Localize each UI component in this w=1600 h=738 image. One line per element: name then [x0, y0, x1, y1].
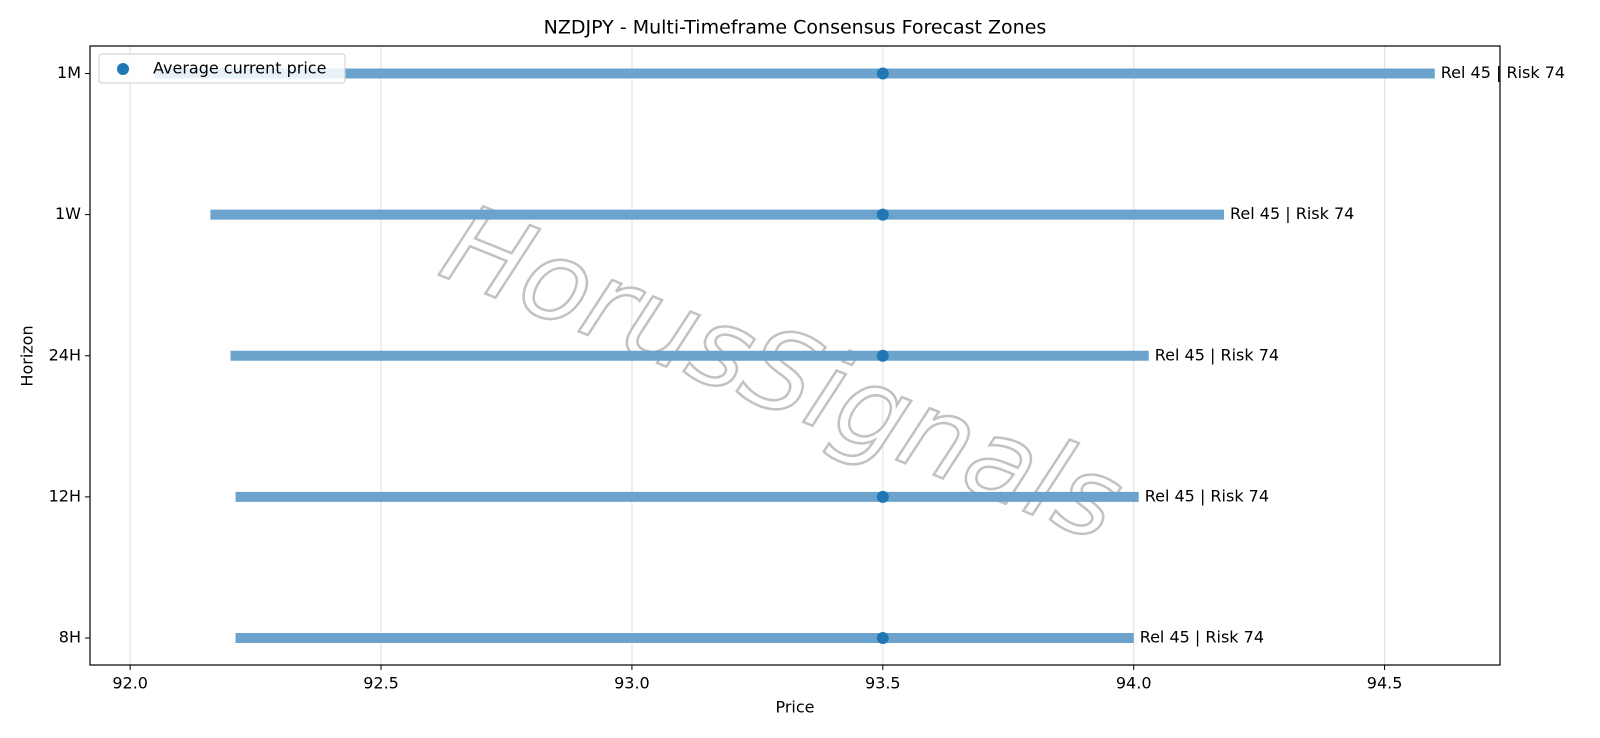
- x-tick-label: 94.5: [1367, 674, 1403, 693]
- x-tick-label: 93.0: [614, 674, 650, 693]
- x-tick-label: 94.0: [1116, 674, 1152, 693]
- range-annotation: Rel 45 | Risk 74: [1145, 486, 1269, 505]
- range-annotation: Rel 45 | Risk 74: [1155, 345, 1279, 364]
- legend-marker: [117, 63, 129, 75]
- current-price-point: [876, 67, 889, 80]
- range-annotation: Rel 45 | Risk 74: [1230, 204, 1354, 223]
- plot-frame: [89, 45, 1501, 666]
- y-tick-label: 12H: [49, 486, 81, 505]
- legend-box: [98, 53, 346, 84]
- watermark: HorusSignals: [426, 179, 1139, 566]
- y-tick-label: 1M: [57, 63, 81, 82]
- y-axis-label: Horizon: [18, 325, 37, 386]
- y-tick-label: 24H: [49, 345, 81, 364]
- x-tick-label: 92.5: [363, 674, 399, 693]
- chart-title: NZDJPY - Multi-Timeframe Consensus Forec…: [544, 17, 1047, 39]
- legend-label: Average current price: [153, 59, 326, 78]
- x-tick-label: 92.0: [112, 674, 148, 693]
- current-price-point: [876, 349, 889, 362]
- x-axis-label: Price: [775, 698, 814, 717]
- current-price-point: [876, 490, 889, 503]
- range-annotation: Rel 45 | Risk 74: [1441, 63, 1565, 82]
- y-tick-label: 8H: [59, 628, 81, 647]
- x-tick-label: 93.5: [865, 674, 901, 693]
- current-price-point: [876, 632, 889, 644]
- current-price-point: [876, 208, 889, 221]
- y-tick-label: 1W: [55, 204, 81, 223]
- range-annotation: Rel 45 | Risk 74: [1140, 628, 1264, 647]
